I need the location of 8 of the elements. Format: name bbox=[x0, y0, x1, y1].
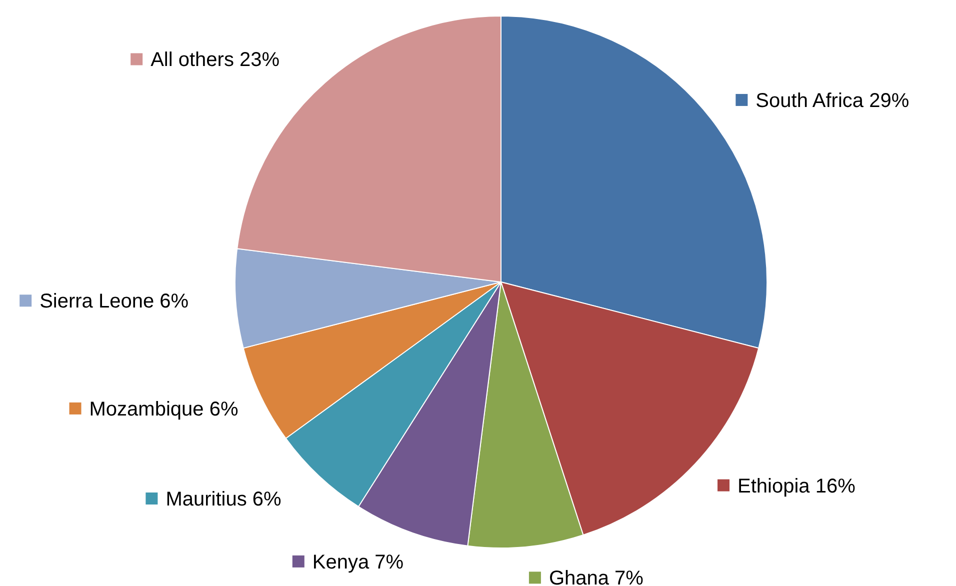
legend-label: South Africa 29% bbox=[756, 90, 910, 112]
legend-label: Ghana 7% bbox=[548, 568, 644, 586]
legend-label: Kenya 7% bbox=[312, 551, 404, 574]
legend-label: Ethiopia 16% bbox=[738, 475, 856, 498]
legend-label: All others 23% bbox=[150, 49, 280, 72]
legend-label: Mozambique 6% bbox=[89, 398, 238, 420]
legend-label: Sierra Leone 6% bbox=[40, 290, 189, 313]
legend-label: Mauritius 6% bbox=[166, 488, 282, 511]
